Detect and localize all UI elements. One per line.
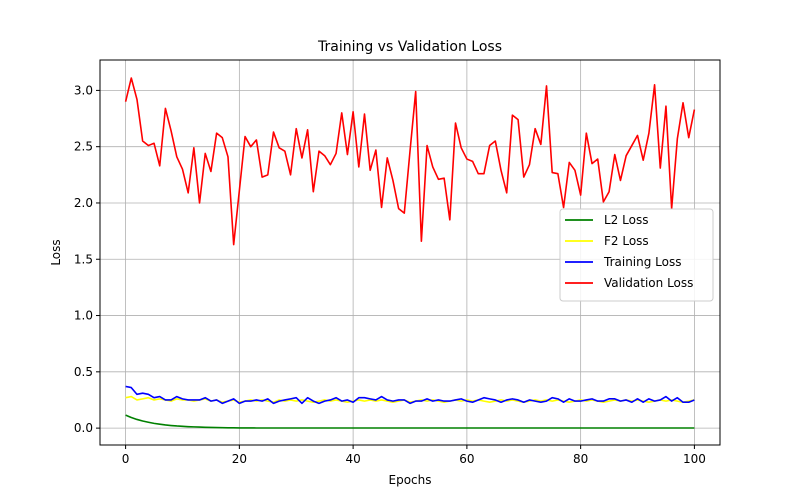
x-tick-label: 100 [683,452,706,466]
x-tick-label: 80 [573,452,588,466]
legend-box [559,208,714,302]
x-axis-ticks: 0 20 40 60 80 100 [122,445,706,466]
y-tick-label: 0.5 [74,365,93,379]
series-line-validation-loss [124,77,696,246]
y-tick-label: 2.5 [74,140,93,154]
legend-label-training-loss: Training Loss [603,255,681,269]
x-axis-label: Epochs [389,473,432,487]
chart-title: Training vs Validation Loss [317,39,502,55]
y-axis-ticks: 0.0 0.5 1.0 1.5 2.0 2.5 3.0 [74,83,100,435]
legend-label-f2-loss: F2 Loss [604,234,649,248]
legend: L2 Loss F2 Loss Training Loss Validation Lo… [559,208,714,302]
y-tick-label: 3.0 [74,83,93,97]
series-lines [124,77,696,429]
x-tick-label: 40 [345,452,360,466]
y-tick-label: 1.0 [74,309,93,323]
y-axis-label: Loss [49,239,63,265]
plot-frame [99,59,721,446]
series-line-l2-loss [125,414,695,429]
x-tick-label: 20 [232,452,247,466]
legend-label-validation-loss: Validation Loss [604,276,693,290]
y-tick-label: 1.5 [74,252,93,266]
legend-label-l2-loss: L2 Loss [604,213,648,227]
y-tick-label: 0.0 [74,421,93,435]
x-tick-label: 0 [122,452,130,466]
y-tick-label: 2.0 [74,196,93,210]
x-tick-label: 60 [459,452,474,466]
series-line-training-loss [125,385,695,405]
